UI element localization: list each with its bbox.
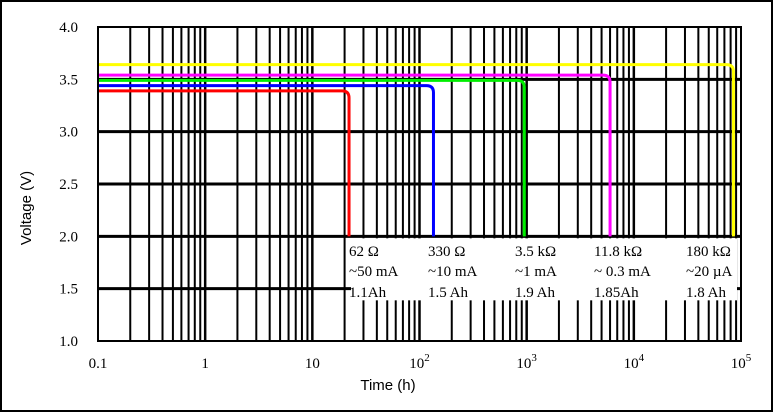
annotation-capacity: 1.8 Ah: [686, 285, 727, 301]
annotation-capacity: 1.1Ah: [349, 285, 387, 301]
series-line: [98, 89, 351, 237]
y-tick-label: 2.0: [59, 229, 78, 245]
x-tick-label: 103: [516, 352, 537, 372]
annotation-load: 3.5 kΩ: [515, 244, 556, 260]
annotation-table: 62 Ω ~50 mA 1.1Ah 330 Ω ~10 mA 1.5 Ah 3.5 kΩ ~1…: [349, 244, 733, 301]
y-tick-label: 3.0: [59, 125, 78, 141]
annotation-load: 330 Ω: [428, 244, 465, 260]
x-tick-label: 105: [731, 352, 752, 372]
x-tick-label: 0.1: [89, 356, 108, 372]
series-line: [98, 73, 612, 237]
plot-area-frame: [97, 26, 742, 342]
series-line: [98, 84, 435, 237]
series-line: [98, 78, 526, 237]
series-layer: [98, 63, 735, 237]
y-tick-label: 4.0: [59, 20, 78, 36]
y-axis-ticks: 1.0 1.5 2.0 2.5 3.0 3.5 4.0: [59, 20, 78, 350]
y-tick-label: 1.0: [59, 334, 78, 350]
annotation-current: ~ 0.3 mA: [594, 264, 651, 280]
annotation-capacity: 1.9 Ah: [515, 285, 556, 301]
x-tick-label: 104: [624, 352, 645, 372]
annotation-table-background: [351, 238, 737, 301]
annotation-load: 180 kΩ: [686, 244, 731, 260]
annotation-load: 11.8 kΩ: [594, 244, 642, 260]
series-line: [98, 63, 735, 237]
x-axis-ticks: 0.1 1 10 102 103 104 105: [89, 352, 752, 372]
y-tick-label: 3.5: [59, 72, 78, 88]
annotation-current: ~1 mA: [515, 264, 557, 280]
x-axis-label: Time (h): [360, 377, 415, 394]
x-tick-label: 10: [305, 356, 320, 372]
y-tick-label: 1.5: [59, 282, 78, 298]
annotation-load: 62 Ω: [349, 244, 379, 260]
annotation-capacity: 1.85Ah: [594, 285, 639, 301]
annotation-current: ~50 mA: [349, 264, 399, 280]
x-tick-label: 102: [409, 352, 430, 372]
annotation-current: ~10 mA: [428, 264, 478, 280]
y-tick-label: 2.5: [59, 177, 78, 193]
x-tick-label: 1: [201, 356, 209, 372]
y-axis-label: Voltage (V): [18, 171, 35, 245]
annotation-current: ~20 µA: [686, 264, 733, 280]
annotation-capacity: 1.5 Ah: [428, 285, 469, 301]
